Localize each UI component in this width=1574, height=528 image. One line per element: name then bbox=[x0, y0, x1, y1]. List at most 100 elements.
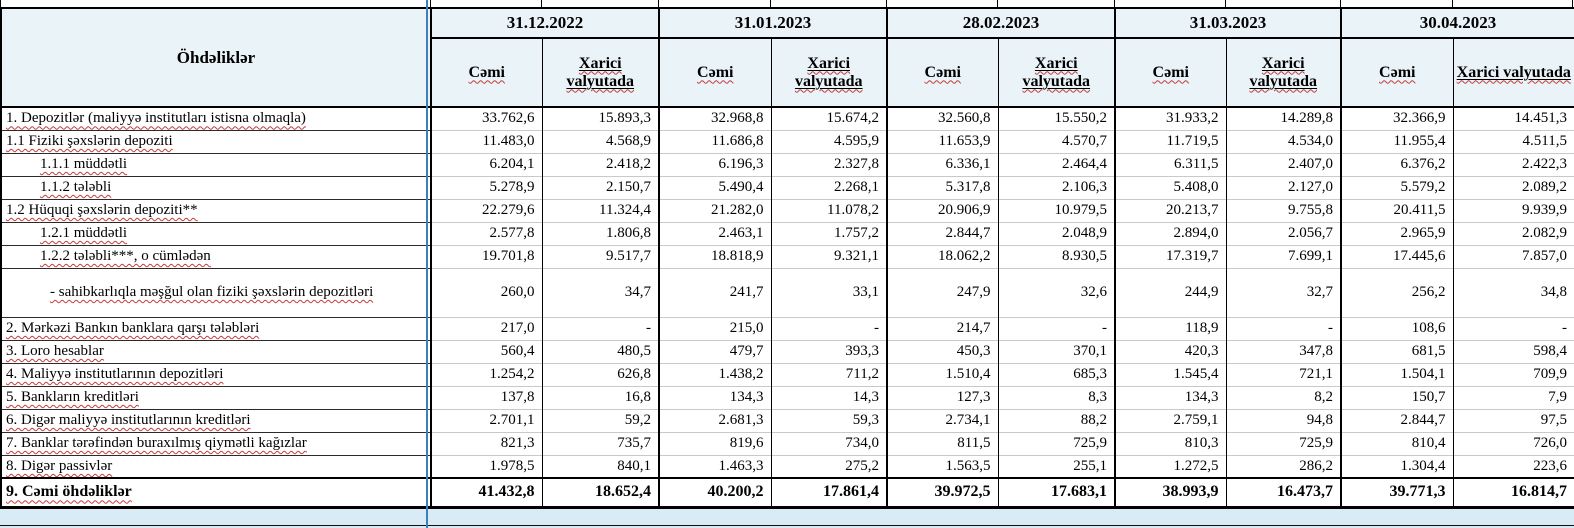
value-total: 11.686,8 bbox=[658, 129, 771, 153]
value-foreign-currency: 4.570,7 bbox=[997, 129, 1115, 153]
value-total: 681,5 bbox=[1340, 339, 1453, 363]
value-total: 247,9 bbox=[886, 267, 998, 317]
table-row: - sahibkarlıqla məşğul olan fiziki şəxsl… bbox=[0, 267, 1574, 317]
value-foreign-currency: 34,8 bbox=[1452, 267, 1574, 317]
table-body: 1. Depozitlər (maliyyə institutları isti… bbox=[0, 106, 1574, 509]
value-total: 2.463,1 bbox=[658, 221, 771, 245]
value-foreign-currency: 17.861,4 bbox=[770, 477, 887, 509]
value-total: 821,3 bbox=[430, 431, 542, 455]
value-total: 5.408,0 bbox=[1114, 175, 1226, 199]
value-foreign-currency: - bbox=[770, 316, 887, 340]
liabilities-table: Öhdəliklər 31.12.2022 31.01.2023 28.02.2… bbox=[0, 9, 1574, 509]
value-total: 32.366,9 bbox=[1340, 106, 1453, 130]
value-foreign-currency: 11.324,4 bbox=[541, 198, 659, 222]
value-total: 2.894,0 bbox=[1114, 221, 1226, 245]
value-foreign-currency: 4.511,5 bbox=[1452, 129, 1574, 153]
value-foreign-currency: 8.930,5 bbox=[997, 244, 1115, 268]
value-foreign-currency: 2.127,0 bbox=[1225, 175, 1341, 199]
value-total: 32.560,8 bbox=[886, 106, 998, 130]
value-total: 811,5 bbox=[886, 431, 998, 455]
value-foreign-currency: 32,6 bbox=[997, 267, 1115, 317]
row-label: 6. Digər maliyyə institutlarının kreditl… bbox=[0, 408, 431, 432]
value-total: 17.319,7 bbox=[1114, 244, 1226, 268]
table-row: 1.2.1 müddətli 2.577,8 1.806,8 2.463,1 1.757… bbox=[0, 221, 1574, 245]
value-foreign-currency: 2.089,2 bbox=[1452, 175, 1574, 199]
value-foreign-currency: 8,2 bbox=[1225, 385, 1341, 409]
value-total: 2.681,3 bbox=[658, 408, 771, 432]
value-foreign-currency: 735,7 bbox=[541, 431, 659, 455]
value-total: 134,3 bbox=[658, 385, 771, 409]
value-foreign-currency: 32,7 bbox=[1225, 267, 1341, 317]
value-foreign-currency: 1.757,2 bbox=[770, 221, 887, 245]
date-header-1: 31.12.2022 bbox=[430, 9, 659, 39]
value-total: 1.545,4 bbox=[1114, 362, 1226, 386]
date-header-row: Öhdəliklər 31.12.2022 31.01.2023 28.02.2… bbox=[0, 9, 1574, 108]
value-total: 819,6 bbox=[658, 431, 771, 455]
value-foreign-currency: - bbox=[541, 316, 659, 340]
date-header-2: 31.01.2023 bbox=[658, 9, 887, 39]
value-foreign-currency: 480,5 bbox=[541, 339, 659, 363]
print-area-boundary-line bbox=[426, 0, 428, 528]
value-foreign-currency: 15.893,3 bbox=[541, 106, 659, 130]
value-total: 1.563,5 bbox=[886, 454, 998, 478]
liabilities-title: Öhdəliklər bbox=[176, 47, 256, 67]
value-foreign-currency: 4.534,0 bbox=[1225, 129, 1341, 153]
row-label: 3. Loro hesablar bbox=[0, 339, 431, 363]
value-foreign-currency: 59,3 bbox=[770, 408, 887, 432]
value-foreign-currency: 7,9 bbox=[1452, 385, 1574, 409]
value-total: 450,3 bbox=[886, 339, 998, 363]
subheader-total-2: Cəmi bbox=[658, 38, 771, 108]
value-foreign-currency: 2.407,0 bbox=[1225, 152, 1341, 176]
value-foreign-currency: 14.451,3 bbox=[1452, 106, 1574, 130]
value-foreign-currency: 393,3 bbox=[770, 339, 887, 363]
row-label: 9. Cəmi öhdəliklər bbox=[0, 477, 431, 509]
bottom-partial-row bbox=[0, 508, 1574, 526]
value-foreign-currency: 2.082,9 bbox=[1452, 221, 1574, 245]
value-foreign-currency: 9.321,1 bbox=[770, 244, 887, 268]
value-total: 1.463,3 bbox=[658, 454, 771, 478]
value-foreign-currency: 16,8 bbox=[541, 385, 659, 409]
value-total: 31.933,2 bbox=[1114, 106, 1226, 130]
value-total: 5.490,4 bbox=[658, 175, 771, 199]
value-total: 5.317,8 bbox=[886, 175, 998, 199]
value-total: 244,9 bbox=[1114, 267, 1226, 317]
value-total: 118,9 bbox=[1114, 316, 1226, 340]
value-total: 6.336,1 bbox=[886, 152, 998, 176]
row-label: 1.2 Hüquqi şəxslərin depoziti** bbox=[0, 198, 431, 222]
value-foreign-currency: 286,2 bbox=[1225, 454, 1341, 478]
value-total: 39.972,5 bbox=[886, 477, 998, 509]
value-total: 108,6 bbox=[1340, 316, 1453, 340]
table-row: 1.1.2 tələbli 5.278,9 2.150,7 5.490,4 2.268,… bbox=[0, 175, 1574, 199]
value-foreign-currency: 725,9 bbox=[1225, 431, 1341, 455]
subheader-foreign-5: Xarici valyutada bbox=[1452, 38, 1574, 108]
value-foreign-currency: 2.464,4 bbox=[997, 152, 1115, 176]
value-foreign-currency: 15.550,2 bbox=[997, 106, 1115, 130]
value-foreign-currency: 721,1 bbox=[1225, 362, 1341, 386]
value-total: 32.968,8 bbox=[658, 106, 771, 130]
value-foreign-currency: 17.683,1 bbox=[997, 477, 1115, 509]
table-row: 6. Digər maliyyə institutlarının kreditl… bbox=[0, 408, 1574, 432]
value-foreign-currency: 725,9 bbox=[997, 431, 1115, 455]
date-header-4: 31.03.2023 bbox=[1114, 9, 1341, 39]
value-total: 1.504,1 bbox=[1340, 362, 1453, 386]
value-total: 11.955,4 bbox=[1340, 129, 1453, 153]
table-row: 3. Loro hesablar 560,4 480,5 479,7 393,3 450,… bbox=[0, 339, 1574, 363]
table-row: 5. Bankların kreditləri 137,8 16,8 134,3 14,… bbox=[0, 385, 1574, 409]
value-foreign-currency: 840,1 bbox=[541, 454, 659, 478]
value-total: 214,7 bbox=[886, 316, 998, 340]
value-foreign-currency: 94,8 bbox=[1225, 408, 1341, 432]
value-foreign-currency: 347,8 bbox=[1225, 339, 1341, 363]
row-label: 1. Depozitlər (maliyyə institutları isti… bbox=[0, 106, 431, 130]
value-total: 11.719,5 bbox=[1114, 129, 1226, 153]
value-total: 6.376,2 bbox=[1340, 152, 1453, 176]
value-total: 17.445,6 bbox=[1340, 244, 1453, 268]
row-label: 5. Bankların kreditləri bbox=[0, 385, 431, 409]
value-foreign-currency: 709,9 bbox=[1452, 362, 1574, 386]
row-label: 4. Maliyyə institutlarının depozitləri bbox=[0, 362, 431, 386]
table-row: 1.2 Hüquqi şəxslərin depoziti** 22.279,6 1… bbox=[0, 198, 1574, 222]
total-row: 9. Cəmi öhdəliklər 41.432,8 18.652,4 40.200… bbox=[0, 477, 1574, 509]
subheader-foreign-2: Xarici valyutada bbox=[770, 38, 887, 108]
table-row: 2. Mərkəzi Bankın banklara qarşı tələblə… bbox=[0, 316, 1574, 340]
subheader-total-4: Cəmi bbox=[1114, 38, 1226, 108]
value-foreign-currency: 2.048,9 bbox=[997, 221, 1115, 245]
